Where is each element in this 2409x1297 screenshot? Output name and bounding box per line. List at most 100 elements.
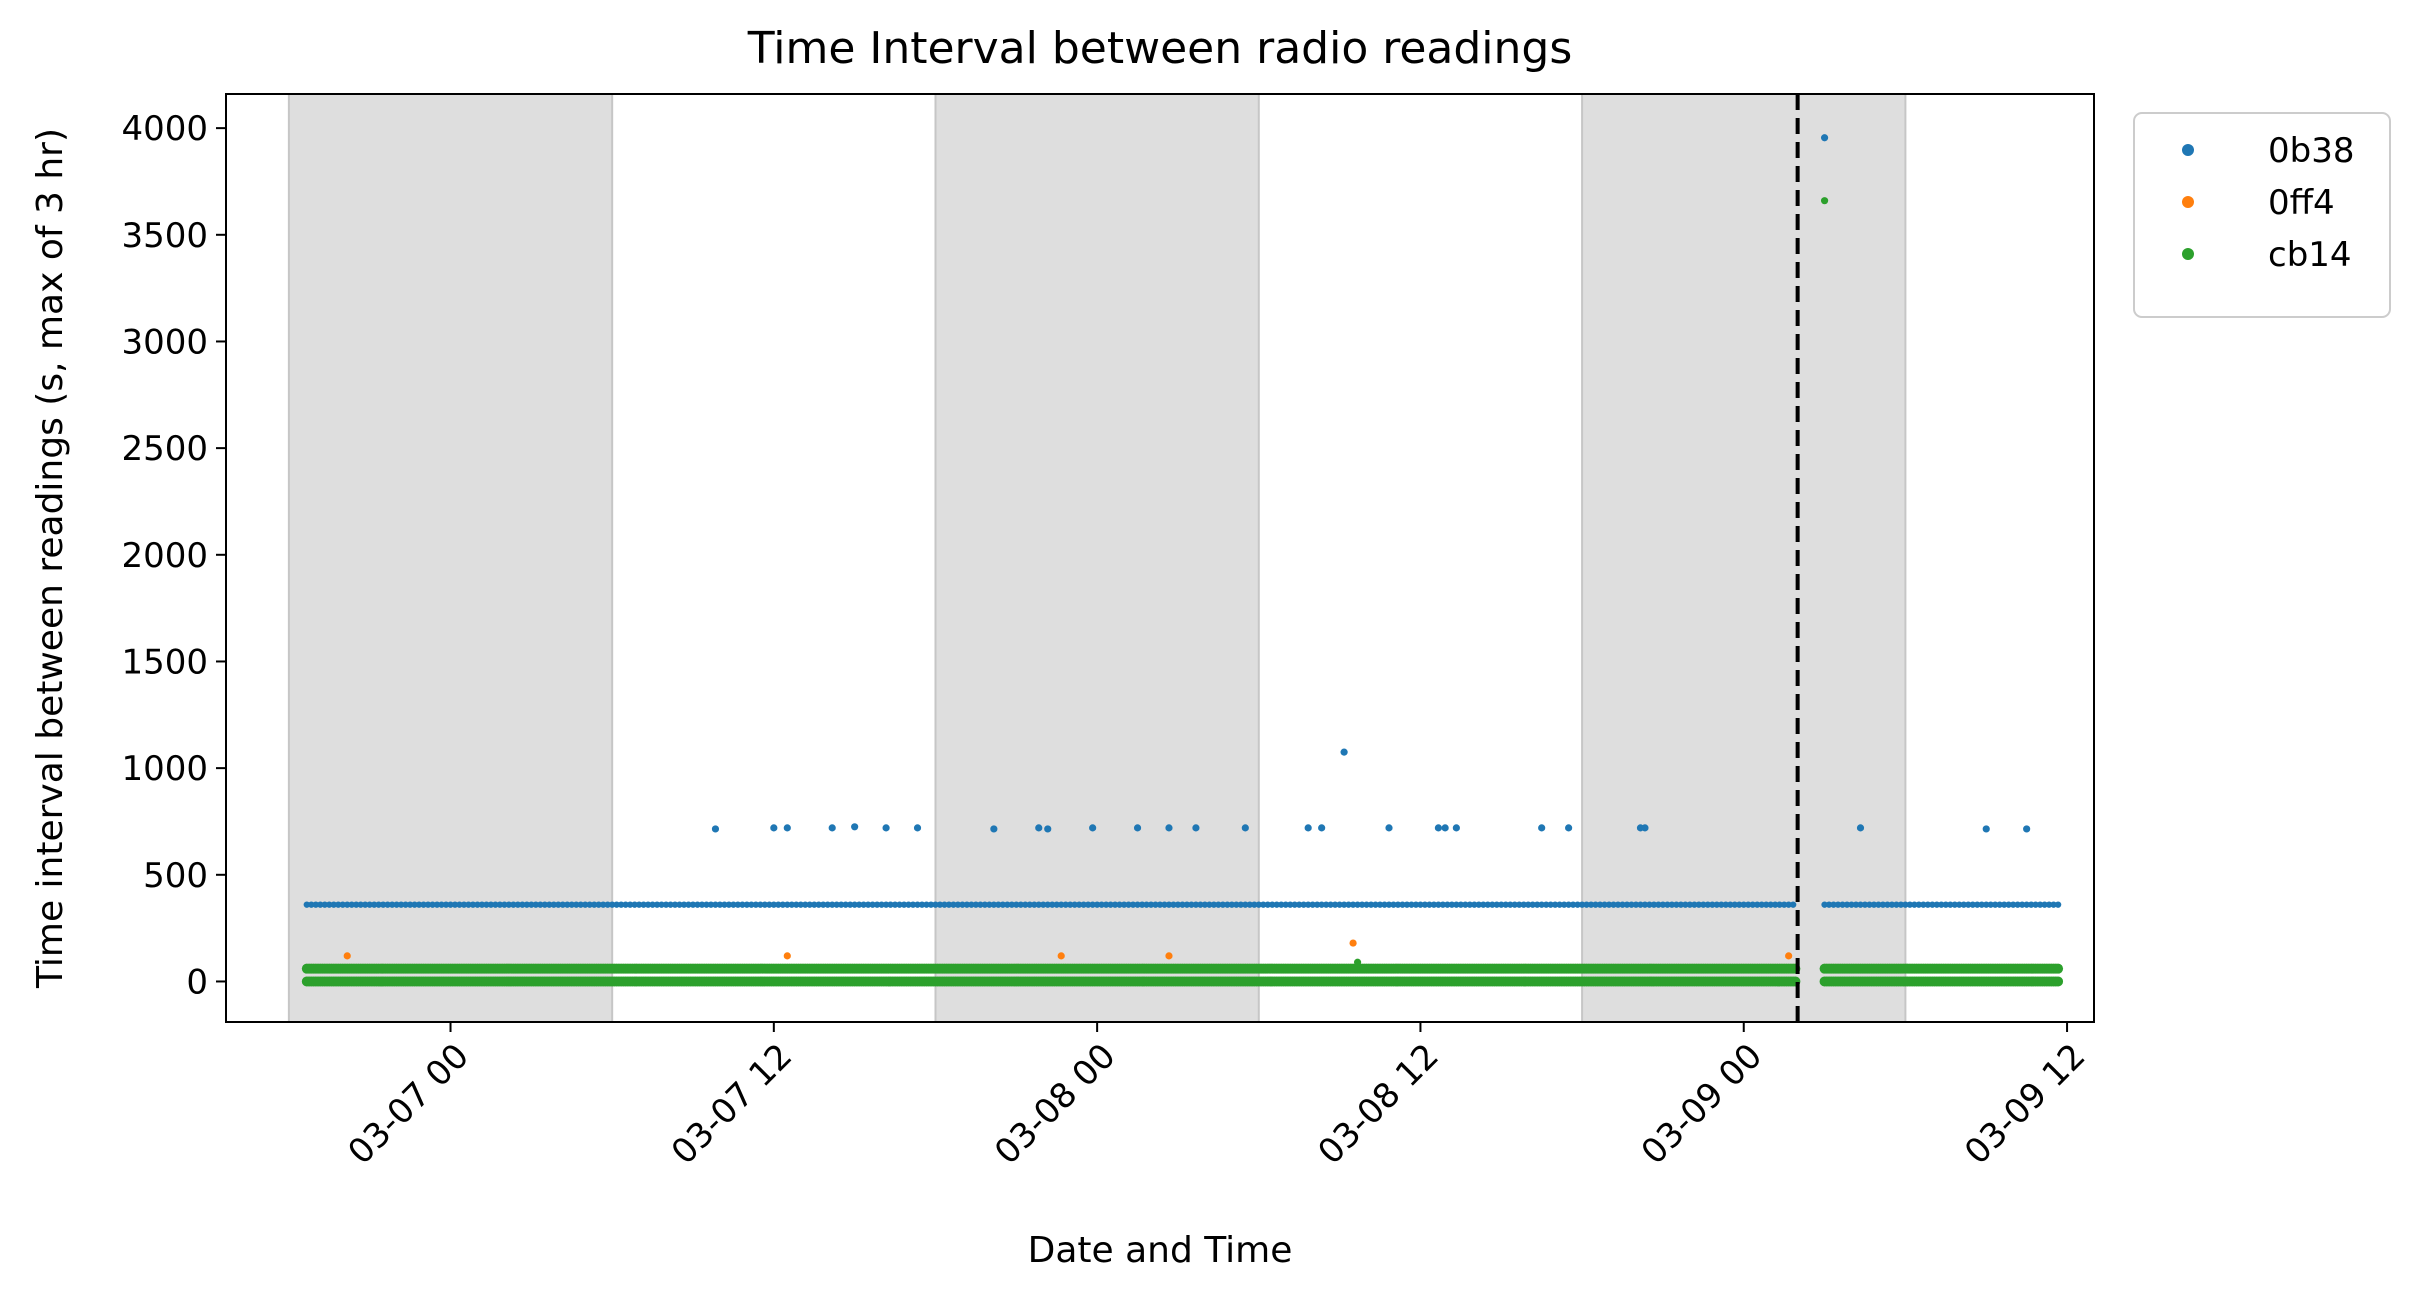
point-0b38 [1754,901,1761,908]
point-0b38 [1040,901,1047,908]
point-0b38 [1695,901,1703,908]
legend-box [2133,112,2391,318]
point-0b38 [748,901,755,908]
point-0b38 [1066,901,1074,908]
point-0b38 [1740,901,1747,908]
point-0b38 [1403,901,1411,908]
point-0b38 [788,901,795,908]
point-0b38 [1686,901,1694,908]
point-0b38 [1453,901,1460,908]
point-0b38 [680,901,688,908]
point-0b38 [1031,901,1038,908]
point-0b38 [1457,901,1465,908]
point-0b38 [528,901,535,908]
point-0b38 [1394,901,1402,908]
point-0b38 [1906,901,1914,908]
point-0b38 [653,901,661,908]
point-0b38 [1601,901,1608,908]
point-0b38 [1668,901,1676,908]
point-0b38 [1650,901,1658,908]
point-0b38 [1520,901,1527,908]
point-0b38 [555,901,562,908]
point-0b38 [1623,901,1631,908]
point-0b38 [456,901,463,908]
point-0b38 [941,901,948,908]
point-0b38 [1354,901,1361,908]
point-0b38 [1004,901,1011,908]
point-0b38 [833,901,840,908]
point-0b38 [1691,901,1698,908]
point-0b38 [1538,824,1546,832]
point-0b38 [366,901,373,908]
point-0b38 [662,901,670,908]
point-0b38 [1767,901,1774,908]
point-0b38 [1875,901,1882,908]
legend-items: 0b38 0ff4 cb14 [2182,131,2354,275]
point-0b38 [1129,901,1137,908]
point-0b38 [519,901,526,908]
point-0b38 [1309,901,1316,908]
point-0b38 [1843,901,1851,908]
point-0b38 [1776,901,1783,908]
point-0b38 [353,901,360,908]
point-0b38 [1870,901,1878,908]
point-0b38 [1736,901,1743,908]
point-0b38 [999,901,1007,908]
point-0b38 [1677,901,1685,908]
point-0b38 [1749,901,1756,908]
point-0b38 [1390,901,1397,908]
point-0b38 [1641,824,1649,832]
point-0b38 [1956,901,1963,908]
point-0b38 [1929,901,1936,908]
point-0b38 [568,901,575,908]
point-0b38 [703,901,710,908]
point-0b38 [1565,824,1573,832]
point-0b38 [927,901,935,908]
point-0b38 [1241,824,1249,832]
point-0b38 [905,901,912,908]
point-0b38 [1228,901,1236,908]
point-0b38 [1058,901,1065,908]
point-0b38 [1560,901,1568,908]
point-0b38 [1789,901,1797,908]
point-0b38 [1489,901,1496,908]
point-0b38 [1960,901,1967,908]
point-0b38 [1498,901,1505,908]
point-0b38 [1852,901,1860,908]
point-0b38 [451,901,459,908]
point-0b38 [362,901,369,908]
point-0b38 [1713,901,1721,908]
point-0b38 [1260,901,1267,908]
point-0b38 [954,901,962,908]
point-0b38 [784,901,791,908]
point-0b38 [635,901,643,908]
point-0b38 [1902,901,1909,908]
point-0b38 [1318,824,1326,832]
point-0b38 [851,901,858,908]
point-0b38 [1242,901,1249,908]
point-0b38 [1345,901,1352,908]
point-0b38 [1143,901,1150,908]
point-0b38 [1893,901,1900,908]
point-0b38 [1363,901,1370,908]
point-0b38 [936,901,944,908]
point-0b38 [2050,901,2057,908]
point-0b38 [2005,901,2012,908]
point-0b38 [1273,901,1280,908]
point-0b38 [1484,901,1491,908]
point-0b38 [909,901,917,908]
point-0b38 [546,901,553,908]
point-0b38 [1430,901,1438,908]
point-0b38 [1525,901,1532,908]
point-0b38 [1206,901,1213,908]
point-0b38 [752,901,760,908]
point-0ff4 [1165,952,1173,960]
point-0b38 [1287,901,1294,908]
x-tick-label: 03-07 00 [340,1036,476,1172]
point-0ff4 [343,952,351,960]
point-0b38 [474,901,481,908]
point-0b38 [573,901,580,908]
point-0b38 [1578,901,1586,908]
point-0b38 [1987,901,1994,908]
